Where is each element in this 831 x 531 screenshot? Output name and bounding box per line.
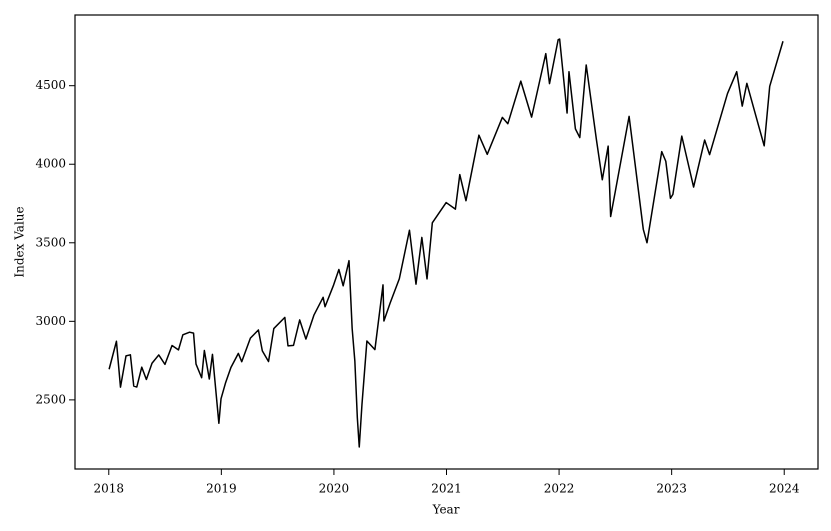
x-tick-label: 2024	[769, 482, 800, 496]
plot-frame	[74, 14, 819, 470]
x-tick-label: 2018	[93, 482, 124, 496]
y-tick-label: 4500	[35, 78, 66, 92]
y-axis-label: Index Value	[13, 206, 27, 277]
y-tick-label: 3500	[35, 235, 66, 249]
x-tick-label: 2023	[656, 482, 687, 496]
y-tick-label: 2500	[35, 392, 66, 406]
x-tick-label: 2022	[544, 482, 575, 496]
index-line	[108, 38, 784, 448]
x-tick-label: 2021	[431, 482, 462, 496]
x-tick-label: 2019	[206, 482, 237, 496]
x-tick-label: 2020	[319, 482, 350, 496]
x-axis-label: Year	[432, 503, 460, 517]
y-tick-label: 4000	[35, 157, 66, 171]
y-tick-label: 3000	[35, 314, 66, 328]
